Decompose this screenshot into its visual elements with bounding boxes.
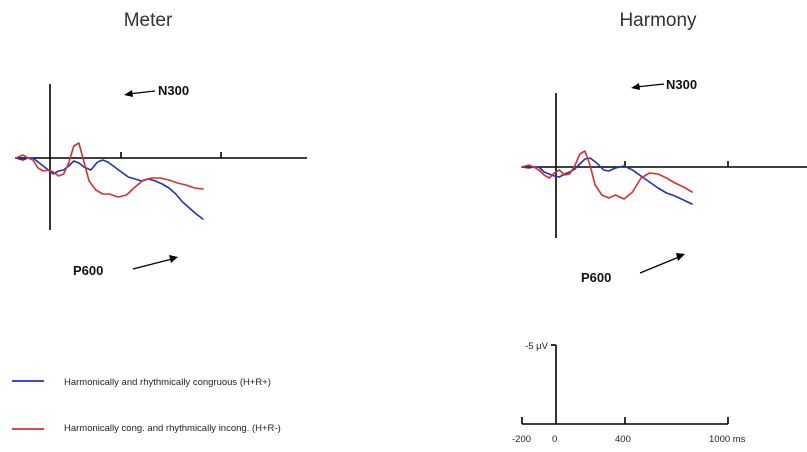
meter-p600-arrowhead: [169, 255, 178, 263]
harmony-n300-label: N300: [666, 77, 697, 92]
harmony-incongruous-series-line: [521, 150, 693, 200]
meter-panel-title: Meter: [124, 10, 173, 31]
scale-tick-label-minus200: -200: [512, 434, 531, 445]
harmony-p600-label: P600: [581, 270, 611, 285]
harmony-panel-title: Harmony: [619, 10, 697, 31]
meter-n300-label: N300: [158, 83, 189, 98]
scale-tick-label-0: 0: [552, 434, 557, 445]
meter-panel: N300 P600: [15, 83, 307, 278]
meter-n300-arrowhead: [124, 90, 133, 97]
scale-bar: -5 μV -200 0 400 1000 ms: [512, 341, 746, 445]
meter-p600-arrow: [132, 258, 173, 270]
scale-y-label: -5 μV: [525, 341, 549, 352]
legend-label-congruous: Harmonically and rhythmically congruous …: [64, 377, 271, 388]
harmony-congruous-series-line: [521, 157, 693, 205]
scale-tick-label-400: 400: [615, 434, 631, 445]
harmony-n300-arrowhead: [631, 83, 640, 90]
legend: Harmonically and rhythmically congruous …: [12, 377, 281, 434]
harmony-p600-arrowhead: [676, 253, 685, 261]
legend-label-incongruous: Harmonically cong. and rhythmically inco…: [64, 423, 281, 434]
harmony-n300-arrow: [635, 83, 665, 88]
harmony-panel: N300 P600: [521, 77, 807, 285]
meter-p600-label: P600: [73, 263, 103, 278]
meter-incongruous-series-line: [15, 142, 204, 198]
harmony-p600-arrow: [639, 256, 680, 274]
meter-congruous-series-line: [15, 157, 204, 220]
scale-tick-label-1000: 1000 ms: [709, 434, 746, 445]
